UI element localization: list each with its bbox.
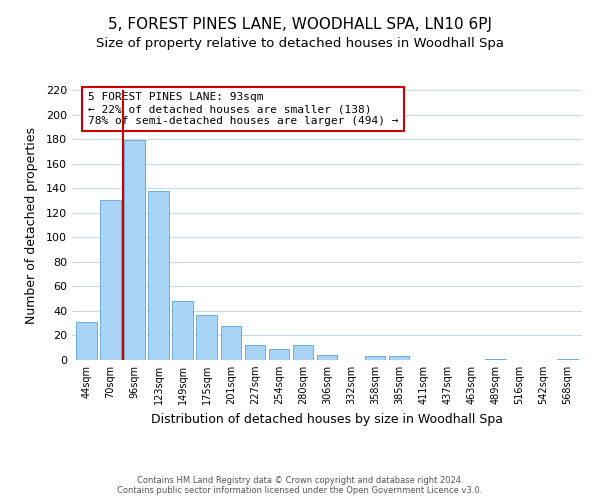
Text: 5 FOREST PINES LANE: 93sqm
← 22% of detached houses are smaller (138)
78% of sem: 5 FOREST PINES LANE: 93sqm ← 22% of deta…: [88, 92, 398, 126]
X-axis label: Distribution of detached houses by size in Woodhall Spa: Distribution of detached houses by size …: [151, 412, 503, 426]
Bar: [317, 355, 337, 360]
Bar: [557, 359, 578, 360]
Y-axis label: Number of detached properties: Number of detached properties: [25, 126, 38, 324]
Bar: [148, 190, 169, 360]
Bar: [293, 346, 313, 360]
Text: Size of property relative to detached houses in Woodhall Spa: Size of property relative to detached ho…: [96, 38, 504, 51]
Bar: [221, 326, 241, 360]
Bar: [389, 356, 409, 360]
Bar: [100, 200, 121, 360]
Bar: [172, 301, 193, 360]
Bar: [124, 140, 145, 360]
Bar: [76, 322, 97, 360]
Text: 5, FOREST PINES LANE, WOODHALL SPA, LN10 6PJ: 5, FOREST PINES LANE, WOODHALL SPA, LN10…: [108, 18, 492, 32]
Bar: [196, 314, 217, 360]
Bar: [485, 359, 506, 360]
Bar: [245, 346, 265, 360]
Bar: [365, 356, 385, 360]
Text: Contains HM Land Registry data © Crown copyright and database right 2024.
Contai: Contains HM Land Registry data © Crown c…: [118, 476, 482, 495]
Bar: [269, 349, 289, 360]
